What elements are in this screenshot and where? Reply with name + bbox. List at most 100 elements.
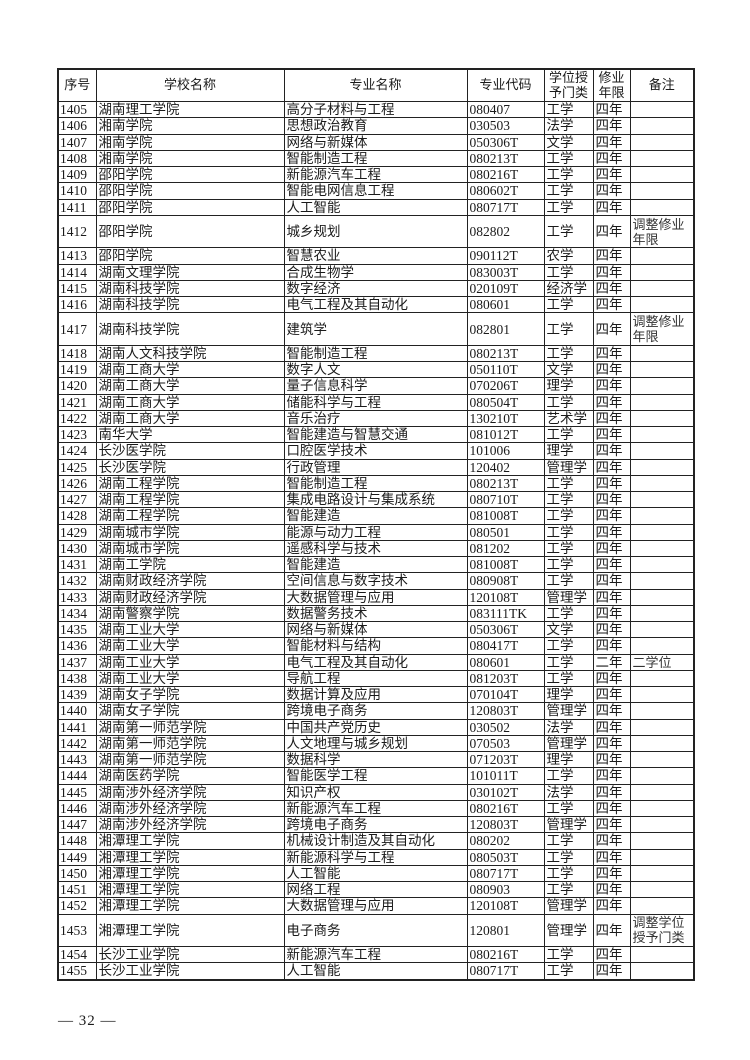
study-years-cell: 四年 [592, 474, 631, 493]
major-name-cell: 思想政治教育 [283, 117, 468, 135]
school-name-cell: 湘南学院 [95, 117, 285, 135]
school-name-cell: 湘南学院 [95, 149, 285, 168]
table-row: 1436 湖南工业大学 智能材料与结构 080417T 工学 四年 [57, 637, 695, 655]
school-name-cell: 湖南工业大学 [95, 669, 285, 688]
remarks-cell: 调整修业年限 [629, 214, 695, 249]
serial-no-cell: 1432 [57, 572, 97, 590]
study-years-cell: 四年 [592, 555, 631, 574]
serial-no-cell: 1426 [57, 474, 97, 493]
major-code-cell: 082801 [466, 312, 545, 346]
table-row: 1452 湘潭理工学院 大数据管理与应用 120108T 管理学 四年 [57, 897, 695, 915]
major-code-cell: 070503 [466, 734, 545, 753]
school-name-cell: 湖南财政经济学院 [95, 572, 285, 590]
study-years-cell: 四年 [592, 393, 631, 411]
remarks-cell [629, 783, 695, 801]
major-code-cell: 120108T [466, 897, 545, 915]
major-name-cell: 网络与新媒体 [283, 133, 468, 151]
school-name-cell: 湖南工业大学 [95, 620, 285, 639]
major-name-cell: 智能制造工程 [283, 344, 468, 363]
degree-category-cell: 工学 [543, 312, 594, 346]
major-name-cell: 合成生物学 [283, 263, 468, 281]
study-years-cell: 四年 [592, 100, 631, 119]
study-years-cell: 四年 [592, 718, 631, 736]
serial-no-cell: 1421 [57, 393, 97, 411]
degree-category-cell: 管理学 [543, 588, 594, 606]
degree-category-cell: 管理学 [543, 897, 594, 915]
major-code-cell: 080503T [466, 848, 545, 866]
serial-no-cell: 1407 [57, 133, 97, 151]
study-years-cell: 四年 [592, 458, 631, 476]
table-row: 1427 湖南工程学院 集成电路设计与集成系统 080710T 工学 四年 [57, 490, 695, 509]
degree-category-cell: 管理学 [543, 815, 594, 834]
table-row: 1433 湖南财政经济学院 大数据管理与应用 120108T 管理学 四年 [57, 588, 695, 606]
degree-category-cell: 法学 [543, 117, 594, 135]
school-name-cell: 湘潭理工学院 [95, 897, 285, 915]
remarks-cell: 调整学位授予门类 [629, 913, 695, 947]
remarks-cell [629, 133, 695, 151]
major-name-cell: 音乐治疗 [283, 409, 468, 428]
major-code-cell: 120108T [466, 588, 545, 606]
table-row: 1426 湖南工程学院 智能制造工程 080213T 工学 四年 [57, 474, 695, 493]
remarks-cell [629, 263, 695, 281]
serial-no-cell: 1413 [57, 247, 97, 265]
major-code-cell: 071203T [466, 750, 545, 769]
table-row: 1423 南华大学 智能建造与智慧交通 081012T 工学 四年 [57, 425, 695, 444]
table-row: 1407 湘南学院 网络与新媒体 050306T 文学 四年 [57, 133, 695, 151]
remarks-cell [629, 750, 695, 769]
school-name-cell: 湘潭理工学院 [95, 832, 285, 850]
school-name-cell: 长沙医学院 [95, 458, 285, 476]
header-degree-category: 学位授予门类 [543, 68, 594, 102]
remarks-cell [629, 117, 695, 135]
major-name-cell: 电气工程及其自动化 [283, 295, 468, 314]
page-number: — 32 — [58, 1013, 117, 1029]
degree-category-cell: 工学 [543, 832, 594, 850]
major-code-cell: 090112T [466, 247, 545, 265]
table-row: 1408 湘南学院 智能制造工程 080213T 工学 四年 [57, 149, 695, 168]
school-name-cell: 邵阳学院 [95, 182, 285, 200]
degree-category-cell: 工学 [543, 767, 594, 785]
study-years-cell: 四年 [592, 360, 631, 379]
serial-no-cell: 1424 [57, 442, 97, 460]
degree-category-cell: 工学 [543, 523, 594, 541]
table-row: 1431 湖南工学院 智能建造 081008T 工学 四年 [57, 555, 695, 574]
serial-no-cell: 1427 [57, 490, 97, 509]
degree-category-cell: 工学 [543, 165, 594, 184]
study-years-cell: 四年 [592, 149, 631, 168]
major-code-cell: 080717T [466, 198, 545, 216]
study-years-cell: 四年 [592, 962, 631, 980]
major-code-cell: 070206T [466, 377, 545, 395]
major-code-cell: 070104T [466, 685, 545, 704]
major-code-cell: 081202 [466, 539, 545, 558]
major-name-cell: 网络工程 [283, 880, 468, 899]
serial-no-cell: 1412 [57, 214, 97, 249]
study-years-cell: 四年 [592, 702, 631, 720]
major-code-cell: 080710T [466, 490, 545, 509]
degree-category-cell: 工学 [543, 100, 594, 119]
serial-no-cell: 1439 [57, 685, 97, 704]
degree-category-cell: 工学 [543, 295, 594, 314]
study-years-cell: 四年 [592, 539, 631, 558]
remarks-cell [629, 523, 695, 541]
serial-no-cell: 1436 [57, 637, 97, 655]
study-years-cell: 四年 [592, 815, 631, 834]
degree-category-cell: 工学 [543, 962, 594, 980]
table-row: 1428 湖南工程学院 智能建造 081008T 工学 四年 [57, 507, 695, 525]
school-name-cell: 湖南第一师范学院 [95, 718, 285, 736]
remarks-cell [629, 880, 695, 899]
school-name-cell: 湘潭理工学院 [95, 913, 285, 947]
table-row: 1419 湖南工商大学 数字人文 050110T 文学 四年 [57, 360, 695, 379]
major-name-cell: 智能制造工程 [283, 149, 468, 168]
degree-category-cell: 理学 [543, 685, 594, 704]
school-name-cell: 湖南工程学院 [95, 490, 285, 509]
major-code-cell: 120801 [466, 913, 545, 947]
degree-category-cell: 管理学 [543, 913, 594, 947]
major-code-cell: 080717T [466, 962, 545, 980]
degree-category-cell: 工学 [543, 555, 594, 574]
school-name-cell: 长沙医学院 [95, 442, 285, 460]
table-row: 1448 湘潭理工学院 机械设计制造及其自动化 080202 工学 四年 [57, 832, 695, 850]
major-name-cell: 知识产权 [283, 783, 468, 801]
table-row: 1410 邵阳学院 智能电网信息工程 080602T 工学 四年 [57, 182, 695, 200]
table-row: 1440 湖南女子学院 跨境电子商务 120803T 管理学 四年 [57, 702, 695, 720]
remarks-cell [629, 539, 695, 558]
major-name-cell: 大数据管理与应用 [283, 897, 468, 915]
